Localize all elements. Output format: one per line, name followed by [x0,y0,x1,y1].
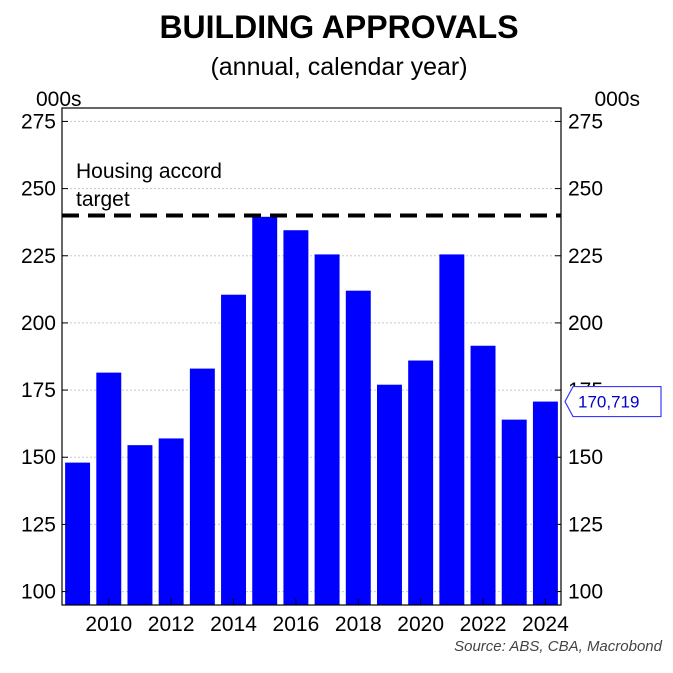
x-tick-label: 2018 [335,613,382,636]
bar-2015 [252,216,278,605]
y-tick-label-left: 100 [21,581,56,604]
y-tick-label-left: 175 [21,379,56,402]
bar-2022 [470,345,496,605]
chart-subtitle: (annual, calendar year) [210,53,467,81]
bar-2023 [501,419,527,605]
y-tick-label-right: 150 [568,446,603,469]
last-value-callout-box [564,385,662,418]
reference-line-label-line-1: Housing accord [76,160,222,183]
bar-2014 [221,294,247,605]
reference-line-label-line-2: target [76,188,130,211]
y-tick-label-left: 250 [21,178,56,201]
bar-2020 [408,360,434,605]
y-tick-label-left: 225 [21,245,56,268]
x-tick-label: 2012 [148,613,195,636]
y-unit-left: 000s [36,88,82,111]
x-tick-label: 2010 [85,613,132,636]
bar-2016 [283,230,309,605]
y-unit-right: 000s [594,88,640,111]
source-note: Source: ABS, CBA, Macrobond [454,638,663,655]
bar-2011 [127,445,153,605]
plot-frame [61,107,562,606]
x-tick-label: 2022 [460,613,507,636]
grid-layer [62,120,561,593]
bar-2018 [345,290,371,605]
bar-2021 [439,254,465,605]
x-tick-label: 2014 [210,613,257,636]
axis-layer: 1001001251251501501751752002002252252502… [21,110,603,636]
chart-title: BUILDING APPROVALS [159,9,518,45]
bar-2024 [532,401,558,605]
bar-2010 [96,372,122,605]
y-tick-label-right: 250 [568,178,603,201]
y-tick-label-right: 100 [568,581,603,604]
bar-2012 [158,438,184,605]
y-tick-label-left: 200 [21,312,56,335]
bar-2009 [65,462,91,605]
y-tick-label-right: 200 [568,312,603,335]
bar-2019 [376,384,402,605]
y-tick-label-left: 150 [21,446,56,469]
bar-2013 [189,368,215,605]
y-tick-label-left: 275 [21,110,56,133]
last-value-label: 170,719 [578,393,639,412]
y-tick-label-left: 125 [21,513,56,536]
y-tick-label-right: 275 [568,110,603,133]
bar-layer [65,216,558,605]
bar-2017 [314,254,340,605]
x-tick-label: 2020 [397,613,444,636]
x-tick-label: 2016 [273,613,320,636]
y-tick-label-right: 125 [568,513,603,536]
x-tick-label: 2024 [522,613,569,636]
last-value-callout: 170,719 [564,385,662,418]
y-tick-label-right: 225 [568,245,603,268]
